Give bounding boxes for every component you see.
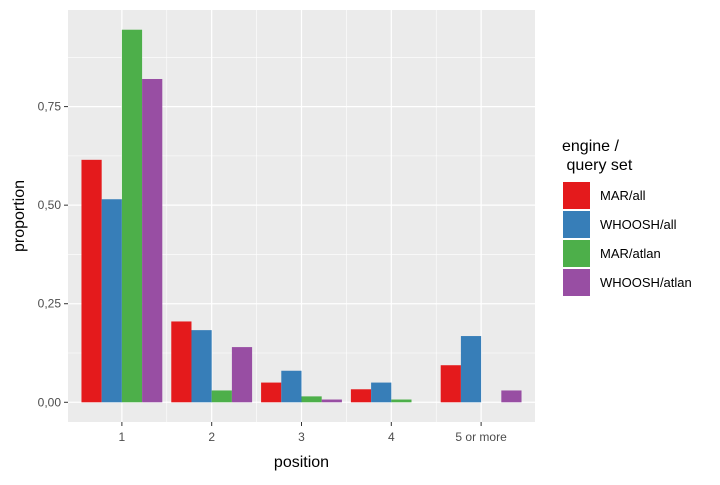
x-tick-label: 1 <box>119 430 126 444</box>
bar-mar-all-3 <box>261 382 282 403</box>
legend-label: MAR/all <box>600 188 646 203</box>
y-tick-label: 0,25 <box>38 297 62 311</box>
bar-whoosh-atlan-2 <box>231 347 253 403</box>
x-tick-label: 4 <box>388 430 395 444</box>
legend-items: MAR/all WHOOSH/all MAR/atlan WHOOSH/atlan <box>563 182 692 296</box>
legend-label: WHOOSH/all <box>600 217 677 232</box>
bar-mar-atlan-4 <box>391 399 412 403</box>
bar-mar-atlan-3 <box>301 396 322 403</box>
bar-whoosh-all-3 <box>281 370 302 403</box>
y-tick-label: 0,50 <box>38 198 62 212</box>
y-tick-label: 0,75 <box>38 100 62 114</box>
bar-mar-all-2 <box>171 321 192 403</box>
bar-whoosh-all-1 <box>101 199 122 403</box>
y-axis: 0,00 0,25 0,50 0,75 <box>38 100 68 409</box>
legend-swatch <box>563 211 590 238</box>
legend-swatch <box>563 269 590 296</box>
legend-title-line-2: query set <box>562 157 633 174</box>
bar-mar-all-4 <box>350 389 372 403</box>
legend-label: WHOOSH/atlan <box>600 275 692 290</box>
bar-whoosh-atlan-3 <box>321 399 342 403</box>
legend-label: MAR/atlan <box>600 246 661 261</box>
legend-title-line-1: engine / <box>562 138 619 155</box>
bar-mar-all-5-or-more <box>440 365 461 403</box>
bar-whoosh-atlan-5-or-more <box>501 390 522 403</box>
bar-whoosh-all-2 <box>191 330 212 403</box>
x-tick-label: 3 <box>298 430 305 444</box>
legend-swatch <box>563 182 590 209</box>
bar-whoosh-atlan-1 <box>142 78 163 403</box>
x-tick-label: 5 or more <box>455 430 507 444</box>
bars-group <box>81 29 522 403</box>
bar-mar-atlan-2 <box>211 390 232 403</box>
y-tick-label: 0,00 <box>38 395 62 409</box>
x-axis-title: position <box>274 454 329 471</box>
bar-mar-all-1 <box>81 159 102 403</box>
x-axis: 1 2 3 4 5 or more <box>119 422 507 444</box>
bar-whoosh-all-4 <box>371 382 392 403</box>
legend-swatch <box>563 240 590 267</box>
bar-mar-atlan-1 <box>121 29 143 403</box>
y-axis-title: proportion <box>11 180 28 252</box>
bar-whoosh-all-5-or-more <box>460 336 482 403</box>
x-tick-label: 2 <box>208 430 215 444</box>
legend: engine / query set MAR/allWHOOSH/allMAR/… <box>562 138 692 296</box>
